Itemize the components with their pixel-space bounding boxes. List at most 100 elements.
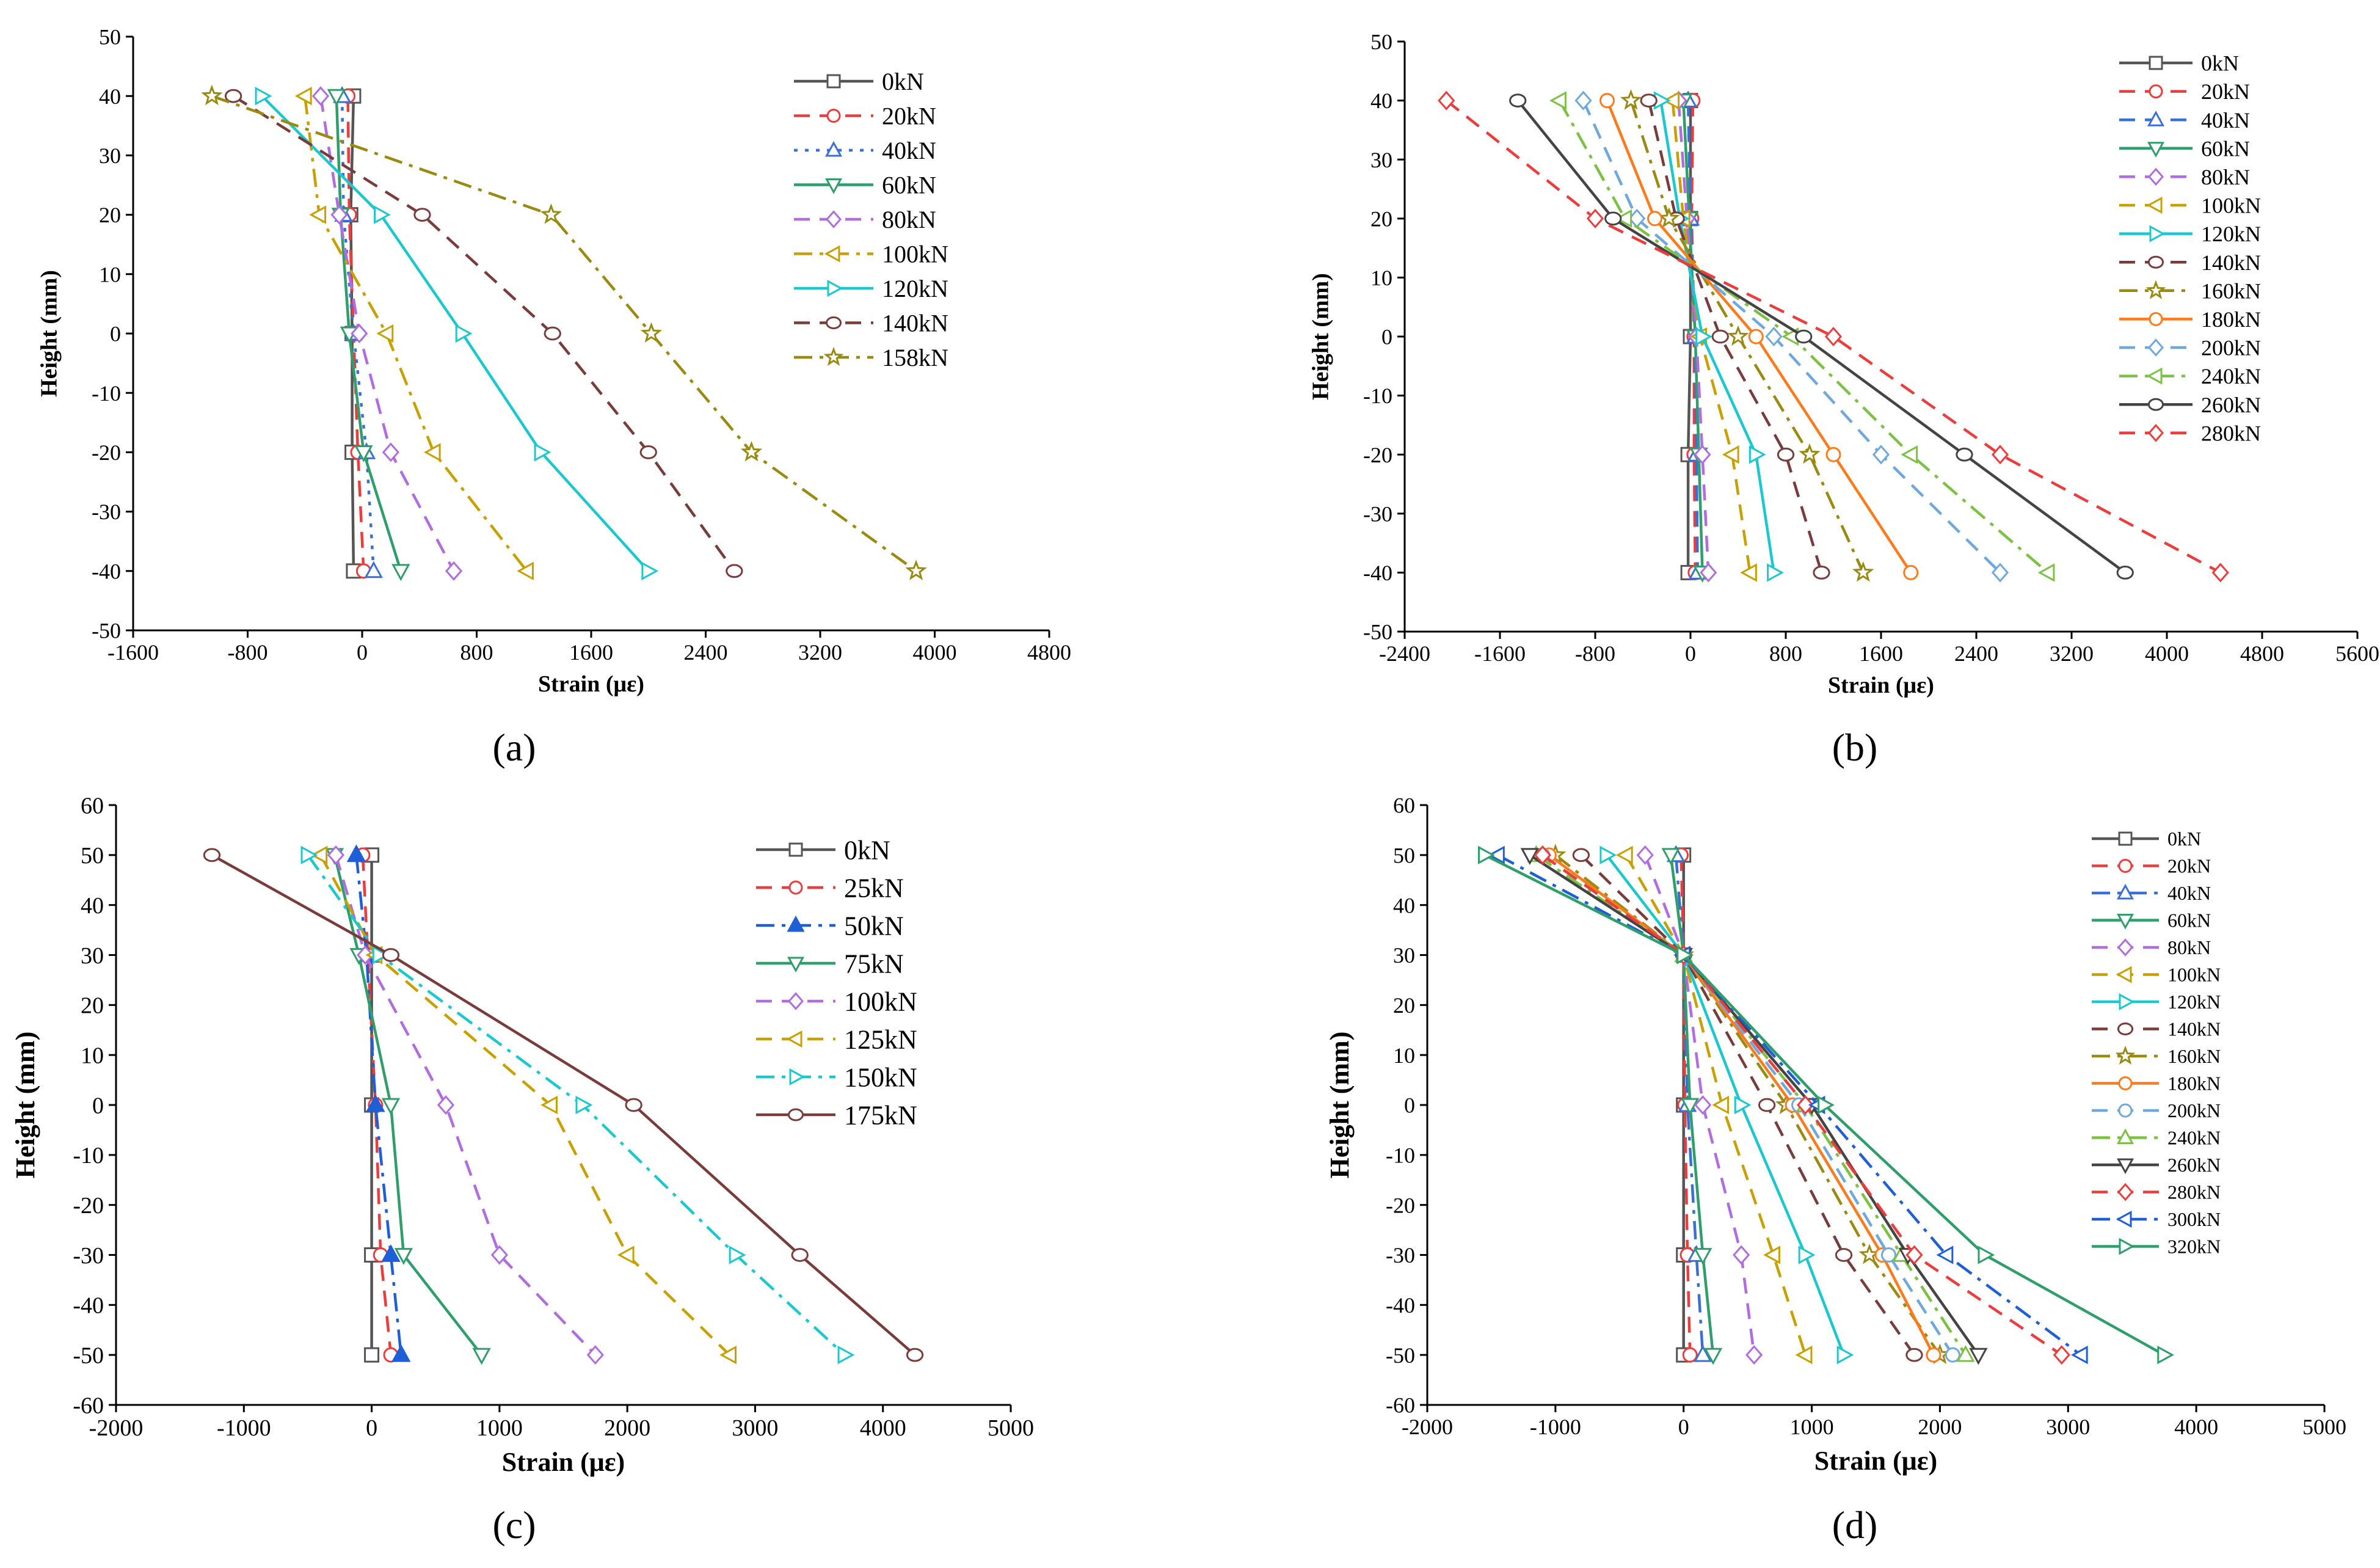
- legend: 0kN 20kN 40kN 60kN 80kN 100kN 120kN 140kN 160kN 1…: [2092, 828, 2221, 1258]
- x-tick-label: -2400: [1379, 641, 1430, 666]
- legend-label: 260kN: [2201, 393, 2261, 417]
- data-point: [726, 564, 743, 578]
- x-tick-label: 0: [1685, 641, 1696, 666]
- data-point: [310, 845, 328, 865]
- legend-marker: [787, 957, 805, 973]
- legend-marker: [826, 74, 841, 89]
- legend-label: 75kN: [844, 949, 904, 979]
- legend-label: 50kN: [844, 911, 904, 941]
- x-tick-label: -1600: [1474, 641, 1526, 666]
- data-point: [437, 1095, 455, 1115]
- y-tick-label: -30: [92, 500, 121, 524]
- y-tick-label: 10: [1393, 1043, 1415, 1068]
- data-point: [224, 89, 242, 103]
- data-point: [1765, 326, 1783, 347]
- data-point: [1711, 329, 1729, 344]
- data-point: [374, 205, 391, 224]
- data-point: [1740, 563, 1757, 582]
- series-158kN: [201, 84, 927, 580]
- data-point: [1777, 447, 1795, 462]
- y-tick-label: 50: [1393, 843, 1415, 867]
- data-point: [1926, 1347, 1941, 1363]
- data-point: [1795, 329, 1813, 344]
- x-tick-label: -2000: [89, 1415, 144, 1441]
- legend-label: 300kN: [2167, 1208, 2221, 1230]
- y-tick-label: 40: [1370, 89, 1392, 113]
- legend-label: 320kN: [2167, 1236, 2221, 1258]
- data-point: [294, 87, 312, 106]
- y-tick-label: -40: [92, 559, 121, 583]
- x-tick-label: -1600: [107, 640, 159, 665]
- data-point: [1615, 209, 1632, 228]
- legend-label: 40kN: [2201, 108, 2250, 133]
- y-tick-label: 40: [1393, 893, 1415, 917]
- data-point: [346, 844, 366, 862]
- legend-label: 20kN: [2167, 855, 2211, 877]
- legend-label: 25kN: [844, 873, 904, 903]
- x-tick-label: 4800: [2240, 641, 2284, 666]
- y-axis-title: Height (mm): [36, 270, 62, 397]
- data-point: [1694, 1095, 1712, 1115]
- y-tick-label: -10: [1363, 384, 1392, 408]
- y-tick-label: 30: [1393, 943, 1415, 968]
- legend-label: 20kN: [882, 103, 936, 130]
- series-140kN: [224, 89, 743, 578]
- data-point: [391, 1344, 411, 1362]
- legend-marker: [824, 178, 843, 194]
- y-tick-label: 0: [110, 322, 121, 346]
- panel-label: (d): [1832, 1503, 1878, 1547]
- data-point: [2116, 566, 2134, 580]
- legend-label: 140kN: [882, 310, 948, 337]
- data-point: [472, 1347, 491, 1365]
- y-tick-label: -30: [73, 1243, 104, 1269]
- y-tick-label: 20: [99, 203, 121, 227]
- data-point: [1991, 445, 2009, 465]
- x-axis-title: Strain (με): [502, 1447, 625, 1477]
- legend-marker: [2147, 142, 2165, 158]
- panel-label: (b): [1832, 726, 1878, 769]
- y-tick-label: 30: [1370, 148, 1392, 172]
- x-axis-title: Strain (με): [538, 671, 644, 697]
- data-point: [372, 946, 390, 965]
- legend-marker: [2116, 1158, 2134, 1175]
- data-point: [1799, 443, 1821, 464]
- legend-marker: [2148, 338, 2164, 357]
- y-tick-label: -20: [92, 440, 121, 465]
- series-line: [211, 95, 917, 572]
- data-point: [1658, 207, 1680, 228]
- legend-label: 0kN: [2167, 828, 2201, 850]
- x-tick-label: 0: [1678, 1415, 1689, 1439]
- data-point: [2157, 1345, 2175, 1365]
- x-tick-label: 1000: [1790, 1415, 1834, 1439]
- data-point: [203, 848, 221, 862]
- legend-label: 20kN: [2201, 79, 2250, 104]
- legend-label: 60kN: [882, 172, 936, 199]
- series-60kN: [327, 89, 410, 582]
- data-point: [575, 1095, 593, 1115]
- panel-label: (a): [492, 726, 536, 769]
- data-point: [445, 561, 463, 581]
- data-point: [1620, 89, 1642, 110]
- x-tick-label: 5600: [2335, 641, 2379, 666]
- data-point: [719, 1345, 737, 1365]
- legend-marker: [2117, 1183, 2133, 1202]
- data-point: [791, 1248, 809, 1262]
- data-point: [490, 1245, 508, 1265]
- x-tick-label: 2000: [604, 1415, 650, 1441]
- legend-marker: [2119, 1238, 2135, 1255]
- legend-marker: [2149, 312, 2163, 326]
- y-tick-label: 50: [99, 25, 121, 49]
- legend-label: 175kN: [844, 1100, 917, 1130]
- legend-marker: [788, 880, 803, 895]
- x-tick-label: 4800: [1027, 640, 1071, 665]
- x-tick-label: 0: [357, 640, 368, 665]
- series-line: [261, 95, 650, 572]
- data-point: [1936, 1245, 1954, 1264]
- y-tick-label: -50: [92, 619, 121, 643]
- data-point: [1767, 563, 1784, 582]
- y-tick-label: -10: [1386, 1143, 1415, 1167]
- data-point: [1682, 1347, 1698, 1363]
- data-point: [1872, 445, 1890, 465]
